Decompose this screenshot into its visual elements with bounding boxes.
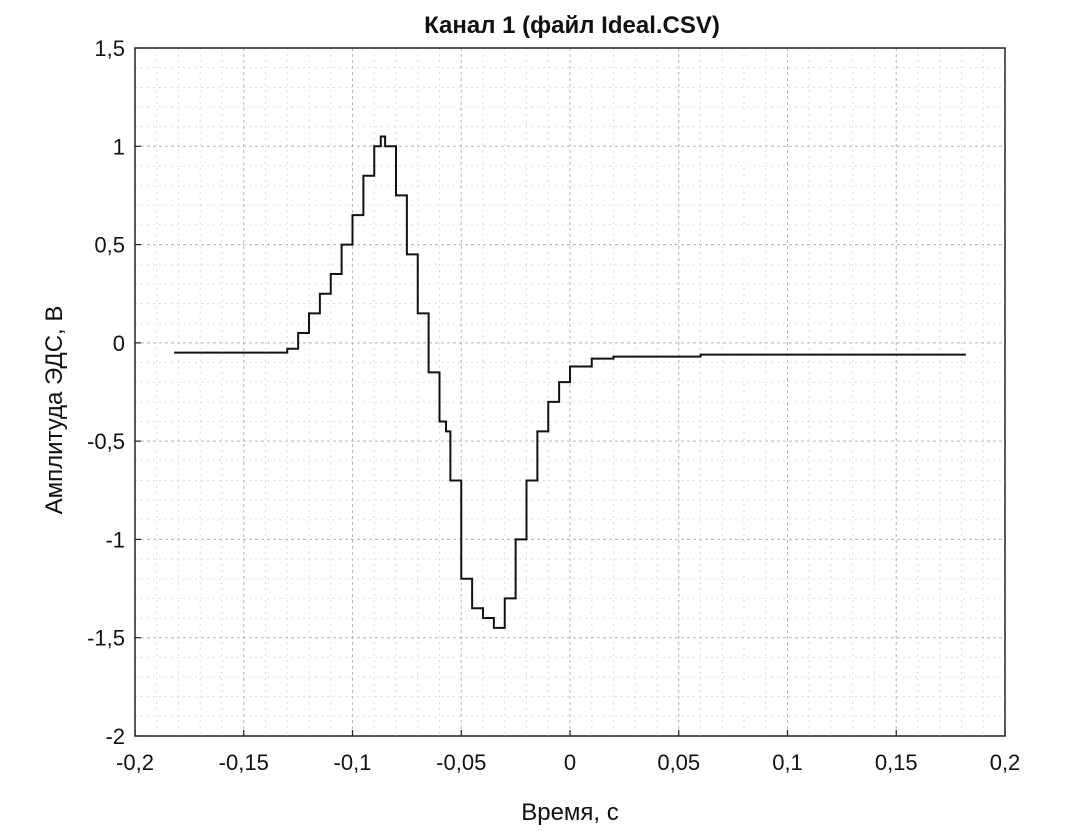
y-tick-label: -0,5 [87,429,125,454]
x-tick-label: -0,2 [116,750,154,775]
y-tick-label: -2 [105,724,125,749]
x-tick-label: -0,15 [219,750,269,775]
chart-title: Канал 1 (файл Ideal.CSV) [424,12,720,39]
grid [134,47,1006,737]
y-tick-label: -1 [105,527,125,552]
y-tick-label: 1,5 [94,36,125,61]
y-tick-label: 0 [113,331,125,356]
x-tick-label: 0,2 [990,750,1021,775]
series-line [174,135,966,629]
x-tick-label: 0,05 [657,750,700,775]
x-axis-label: Время, с [521,799,619,826]
x-tick-label: 0 [564,750,576,775]
y-tick-label: 0,5 [94,233,125,258]
y-axis-ticks: 1,5 1 0,5 0 -0,5 -1 -1,5 -2 [87,36,141,749]
x-tick-label: 0,15 [875,750,918,775]
y-axis-label: Амплитуда ЭДС, В [41,306,68,515]
series-group [174,135,966,629]
x-tick-label: -0,1 [334,750,372,775]
x-tick-label: -0,05 [436,750,486,775]
y-tick-label: -1,5 [87,626,125,651]
y-tick-label: 1 [113,134,125,159]
x-axis-ticks: -0,2 -0,15 -0,1 -0,05 0 0,05 0,1 0,15 0,2 [116,730,1020,775]
x-tick-label: 0,1 [772,750,803,775]
